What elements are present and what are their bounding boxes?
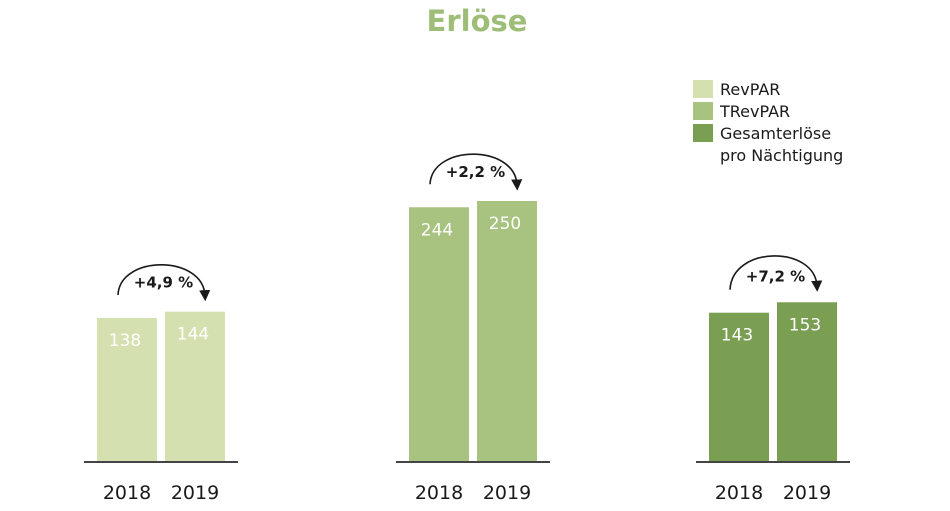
bar-2-2019 — [477, 201, 537, 462]
x-tick-label: 2018 — [715, 482, 763, 504]
x-tick-label: 2019 — [171, 482, 219, 504]
legend-item-3: Gesamterlöse pro Nächtigung — [693, 124, 843, 165]
legend-label: Gesamterlöse — [720, 124, 831, 143]
change-arrow — [729, 255, 823, 292]
change-label: +4,9 % — [134, 274, 193, 292]
x-tick-label: 2019 — [783, 482, 831, 504]
bar-group-1: 138 2018 144 2019 +4,9 % — [84, 264, 238, 504]
change-arrow — [429, 153, 523, 191]
legend-label: pro Nächtigung — [720, 146, 843, 165]
legend-swatch — [693, 102, 713, 120]
change-label: +7,2 % — [746, 268, 805, 286]
legend-item-2: TRevPAR — [693, 102, 790, 121]
legend-label: RevPAR — [720, 80, 780, 99]
legend-swatch — [693, 80, 713, 98]
bar-group-2: 244 2018 250 2019 +2,2 % — [396, 153, 550, 504]
chart-title: Erlöse — [427, 4, 528, 38]
bar-3-2018 — [709, 312, 769, 462]
legend: RevPAR TRevPAR Gesamterlöse pro Nächtigung — [693, 80, 843, 165]
change-arrow — [117, 264, 211, 302]
legend-swatch — [693, 124, 713, 142]
change-label: +2,2 % — [446, 163, 505, 181]
x-tick-label: 2018 — [103, 482, 151, 504]
bar-2-2018 — [409, 207, 469, 462]
x-tick-label: 2019 — [483, 482, 531, 504]
bar-value-label: 244 — [421, 220, 453, 240]
bar-value-label: 144 — [177, 325, 209, 345]
legend-label: TRevPAR — [719, 102, 790, 121]
bar-groups: 138 2018 144 2019 +4,9 % 244 2018 250 2019 +2,2 %… — [84, 153, 850, 504]
bar-value-label: 138 — [109, 331, 141, 351]
x-tick-label: 2018 — [415, 482, 463, 504]
legend-item-1: RevPAR — [693, 80, 780, 99]
bar-3-2019 — [777, 302, 837, 462]
bar-1-2018 — [97, 317, 157, 462]
bar-value-label: 250 — [489, 214, 521, 234]
bar-group-3: 143 2018 153 2019 +7,2 % — [696, 255, 850, 504]
bar-value-label: 143 — [721, 326, 753, 346]
bar-1-2019 — [165, 311, 225, 462]
bar-value-label: 153 — [789, 315, 821, 335]
